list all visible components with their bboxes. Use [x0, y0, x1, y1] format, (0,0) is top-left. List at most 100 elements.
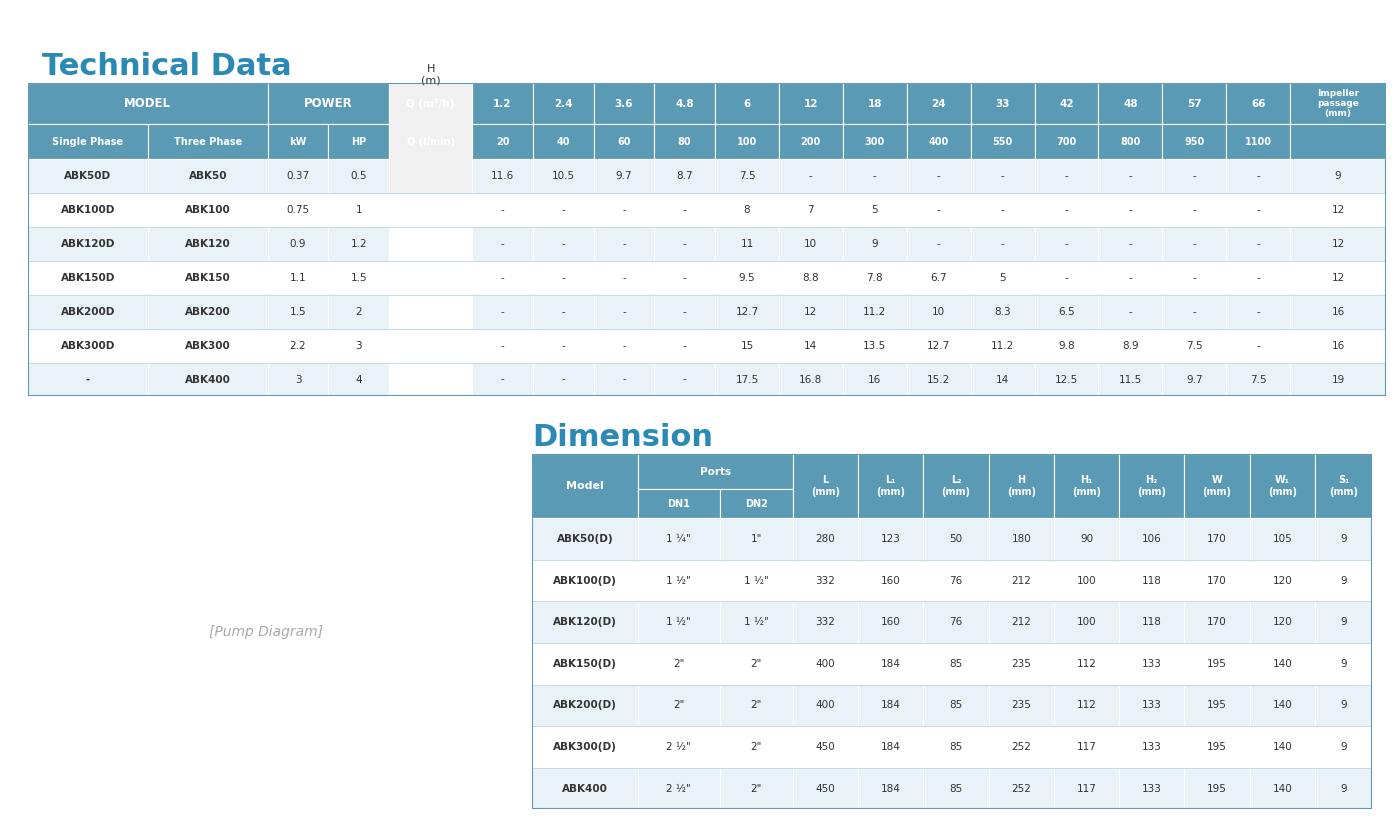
Text: 4: 4	[356, 374, 363, 385]
Bar	[1315, 726, 1372, 768]
Text: 16: 16	[1331, 306, 1344, 317]
Bar	[924, 454, 988, 518]
Bar	[720, 643, 792, 685]
Bar	[472, 159, 533, 193]
Bar	[28, 227, 148, 261]
Bar	[1315, 643, 1372, 685]
Text: 184: 184	[881, 784, 900, 794]
Bar	[1291, 227, 1386, 261]
Bar	[533, 261, 594, 295]
Bar	[715, 159, 778, 193]
Text: -: -	[1193, 205, 1196, 215]
Text: -: -	[622, 374, 626, 385]
Text: 112: 112	[1077, 700, 1096, 710]
Text: -: -	[561, 205, 566, 215]
Bar	[1291, 329, 1386, 363]
Bar	[778, 295, 843, 329]
Bar	[715, 227, 778, 261]
Text: -: -	[683, 374, 686, 385]
Bar	[778, 227, 843, 261]
Bar	[778, 83, 843, 125]
Text: H₁
(mm): H₁ (mm)	[1072, 476, 1100, 497]
Text: 140: 140	[1273, 700, 1292, 710]
Text: 85: 85	[949, 659, 963, 669]
Text: -: -	[501, 374, 504, 385]
Bar	[988, 726, 1054, 768]
Text: 9: 9	[1334, 171, 1341, 181]
Bar	[1162, 363, 1226, 396]
Text: -: -	[501, 239, 504, 249]
Text: 12.5: 12.5	[1054, 374, 1078, 385]
Bar	[533, 159, 594, 193]
Bar	[970, 295, 1035, 329]
Bar	[924, 601, 988, 643]
Bar	[1035, 261, 1099, 295]
Text: 0.75: 0.75	[287, 205, 309, 215]
Bar	[654, 159, 715, 193]
Text: -: -	[1064, 273, 1068, 282]
Bar	[1226, 261, 1291, 295]
Bar	[654, 193, 715, 227]
Bar	[858, 518, 924, 560]
Bar	[638, 643, 720, 685]
Text: 3: 3	[294, 374, 301, 385]
Text: -: -	[622, 273, 626, 282]
Bar	[1162, 329, 1226, 363]
Text: 9: 9	[1340, 659, 1347, 669]
Text: 1 ½": 1 ½"	[743, 576, 769, 586]
Bar	[988, 768, 1054, 809]
Bar	[720, 685, 792, 726]
Text: 12.7: 12.7	[927, 340, 951, 351]
Bar	[267, 295, 329, 329]
Text: 8.9: 8.9	[1121, 340, 1138, 351]
Bar	[1250, 685, 1315, 726]
Text: 2.4: 2.4	[554, 98, 573, 108]
Bar	[329, 193, 389, 227]
Bar	[1291, 83, 1386, 125]
Text: 18: 18	[868, 98, 882, 108]
Text: 17.5: 17.5	[735, 374, 759, 385]
Bar	[533, 363, 594, 396]
Text: 90: 90	[1079, 534, 1093, 544]
Text: -: -	[1193, 239, 1196, 249]
Text: -: -	[1256, 171, 1260, 181]
Text: 2 ½": 2 ½"	[666, 784, 692, 794]
Bar	[654, 363, 715, 396]
Text: 1 ½": 1 ½"	[743, 617, 769, 627]
Bar	[924, 560, 988, 601]
Bar	[267, 363, 329, 396]
Text: ABK50D: ABK50D	[64, 171, 112, 181]
Bar	[329, 363, 389, 396]
Text: 0.5: 0.5	[350, 171, 367, 181]
Bar	[843, 83, 907, 125]
Text: -: -	[561, 374, 566, 385]
Bar	[533, 295, 594, 329]
Bar	[1250, 454, 1315, 518]
Text: 252: 252	[1011, 784, 1032, 794]
Bar	[970, 125, 1035, 159]
Bar	[472, 125, 533, 159]
Text: -: -	[1256, 239, 1260, 249]
Text: 7.5: 7.5	[739, 171, 755, 181]
Bar	[638, 685, 720, 726]
Text: 5: 5	[1000, 273, 1005, 282]
Text: 170: 170	[1207, 576, 1226, 586]
Text: 212: 212	[1011, 576, 1032, 586]
Text: 950: 950	[1184, 137, 1204, 147]
Text: 10: 10	[804, 239, 818, 249]
Bar	[28, 125, 148, 159]
Bar	[924, 726, 988, 768]
Bar	[1291, 193, 1386, 227]
Bar	[715, 295, 778, 329]
Bar	[267, 227, 329, 261]
Bar	[267, 159, 329, 193]
Bar	[1035, 295, 1099, 329]
Text: 14: 14	[804, 340, 818, 351]
Bar	[970, 159, 1035, 193]
Bar	[907, 159, 970, 193]
Bar	[792, 560, 858, 601]
Bar	[1184, 601, 1250, 643]
Text: HP: HP	[351, 137, 367, 147]
Text: 195: 195	[1207, 700, 1226, 710]
Bar	[1099, 159, 1162, 193]
